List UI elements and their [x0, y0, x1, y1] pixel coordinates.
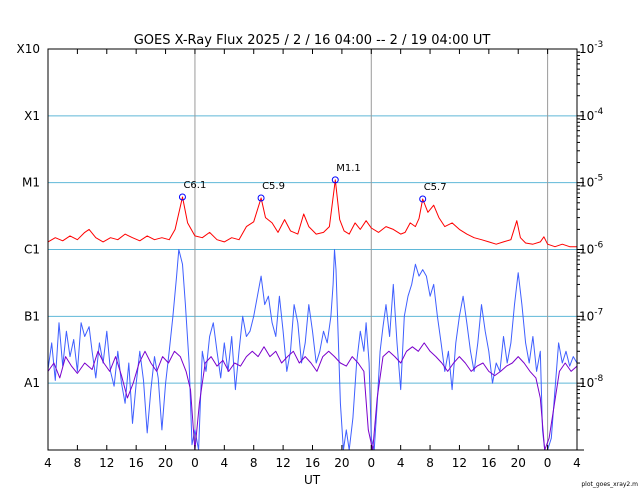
- x-tick-label-18: 4: [573, 456, 581, 470]
- flare-marker-1: [178, 193, 186, 201]
- right-axis-label-base: 10: [579, 309, 594, 323]
- flare-marker-3: [331, 176, 339, 184]
- plot-credit: plot_goes_xray2.m: [581, 481, 638, 488]
- left-axis-label-c1: C1: [24, 243, 40, 257]
- right-axis-label-base: 10: [579, 42, 594, 56]
- x-tick-label-15: 16: [481, 456, 496, 470]
- left-axis-label-x1: X1: [24, 109, 40, 123]
- flare-label-1: C6.1: [183, 180, 206, 191]
- right-axis-label-exponent: -5: [594, 174, 603, 184]
- x-tick-label-14: 12: [452, 456, 467, 470]
- x-tick-label-7: 8: [250, 456, 258, 470]
- x-tick-label-2: 12: [99, 456, 114, 470]
- x-tick-label-3: 16: [129, 456, 144, 470]
- series-layer: [47, 179, 578, 451]
- x-tick-label-10: 20: [334, 456, 349, 470]
- flare-label-4: C5.7: [424, 182, 447, 193]
- axes-layer: 4 8 12 16 20 0 4 8 12 16 20 0 4 8 12 16 20 0 4 X10 X1 M1 C1 B1 A…: [17, 40, 604, 470]
- right-axis-label--6: 10-6: [579, 241, 604, 257]
- x-tick-label-9: 16: [305, 456, 320, 470]
- right-axis-label--3: 10-3: [579, 40, 603, 56]
- right-axis-label--5: 10-5: [579, 174, 603, 190]
- x-axis-label: UT: [304, 473, 321, 487]
- flare-label-2: C5.9: [262, 181, 285, 192]
- right-axis-label--7: 10-7: [579, 307, 603, 323]
- right-axis-label-exponent: -4: [594, 107, 603, 117]
- x-tick-label-17: 0: [544, 456, 552, 470]
- right-axis-label-base: 10: [579, 109, 594, 123]
- x-tick-label-12: 4: [397, 456, 405, 470]
- x-tick-label-16: 20: [511, 456, 526, 470]
- series-line-1: [47, 179, 577, 248]
- right-axis-label-base: 10: [579, 243, 594, 257]
- right-axis-label-base: 10: [579, 376, 594, 390]
- left-axis-label-a1: A1: [24, 376, 40, 390]
- flare-marker-4: [419, 195, 427, 203]
- chart-title: GOES X-Ray Flux 2025 / 2 / 16 04:00 -- 2…: [134, 33, 491, 48]
- x-tick-label-0: 4: [44, 456, 52, 470]
- flare-label-3: M1.1: [336, 163, 361, 174]
- right-axis-label-exponent: -3: [594, 40, 603, 50]
- flare-markers-layer: C6.1 C5.9 M1.1 C5.7: [178, 163, 447, 203]
- grid-layer: [48, 49, 577, 450]
- right-axis-label--4: 10-4: [579, 107, 604, 123]
- left-axis-label-m1: M1: [22, 176, 40, 190]
- x-tick-label-11: 0: [367, 456, 375, 470]
- left-axis-label-b1: B1: [24, 309, 40, 323]
- x-tick-label-5: 0: [191, 456, 199, 470]
- right-axis-label-base: 10: [579, 176, 594, 190]
- x-tick-label-4: 20: [158, 456, 173, 470]
- x-tick-label-1: 8: [74, 456, 82, 470]
- right-axis-label-exponent: -8: [594, 374, 603, 384]
- series-line-2: [47, 249, 578, 451]
- x-tick-label-13: 8: [426, 456, 434, 470]
- right-axis-label--8: 10-8: [579, 374, 604, 390]
- series-line-3: [47, 342, 578, 451]
- x-tick-label-8: 12: [275, 456, 290, 470]
- right-axis-label-exponent: -7: [594, 307, 603, 317]
- left-axis-label-x10: X10: [17, 42, 41, 56]
- flare-marker-2: [257, 194, 265, 202]
- x-tick-label-6: 4: [221, 456, 229, 470]
- right-axis-label-exponent: -6: [594, 241, 603, 251]
